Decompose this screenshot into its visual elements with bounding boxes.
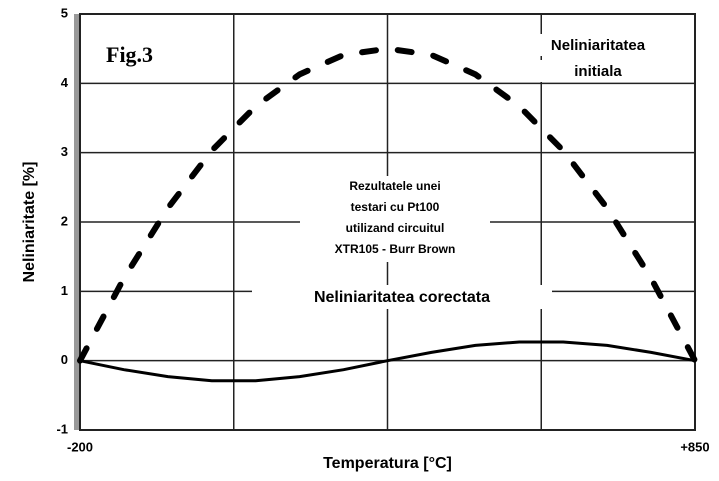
annotation: Rezultatele unei [349, 179, 440, 193]
series-line [78, 340, 697, 383]
y-tick-label: -1 [56, 421, 68, 436]
y-tick-label: 0 [61, 352, 68, 367]
y-tick-label: 3 [61, 144, 68, 159]
label-bg [520, 60, 676, 82]
x-axis-label: Temperatura [°C] [323, 455, 452, 472]
annotation: Neliniaritatea [551, 37, 646, 54]
annotation: testari cu Pt100 [351, 200, 440, 214]
annotation: initiala [574, 63, 622, 80]
plot-frame [79, 13, 696, 431]
y-tick-label: 2 [61, 213, 68, 228]
label-bg [252, 285, 552, 309]
left-edge [74, 14, 80, 430]
y-axis-label: Neliniaritate [%] [21, 162, 38, 283]
figure-label: Fig.3 [106, 42, 153, 67]
annotation: utilizand circuitul [346, 221, 445, 235]
annotation: XTR105 - Burr Brown [335, 242, 456, 256]
y-tick-label: 5 [61, 5, 68, 20]
label-bg [300, 176, 490, 262]
x-tick-label: -200 [67, 439, 93, 454]
x-tick-label: +850 [680, 439, 709, 454]
y-tick-label: 1 [61, 283, 68, 298]
label-bg [520, 34, 676, 56]
y-tick-label: 4 [61, 75, 69, 90]
annotation: Neliniaritatea corectata [314, 289, 490, 306]
